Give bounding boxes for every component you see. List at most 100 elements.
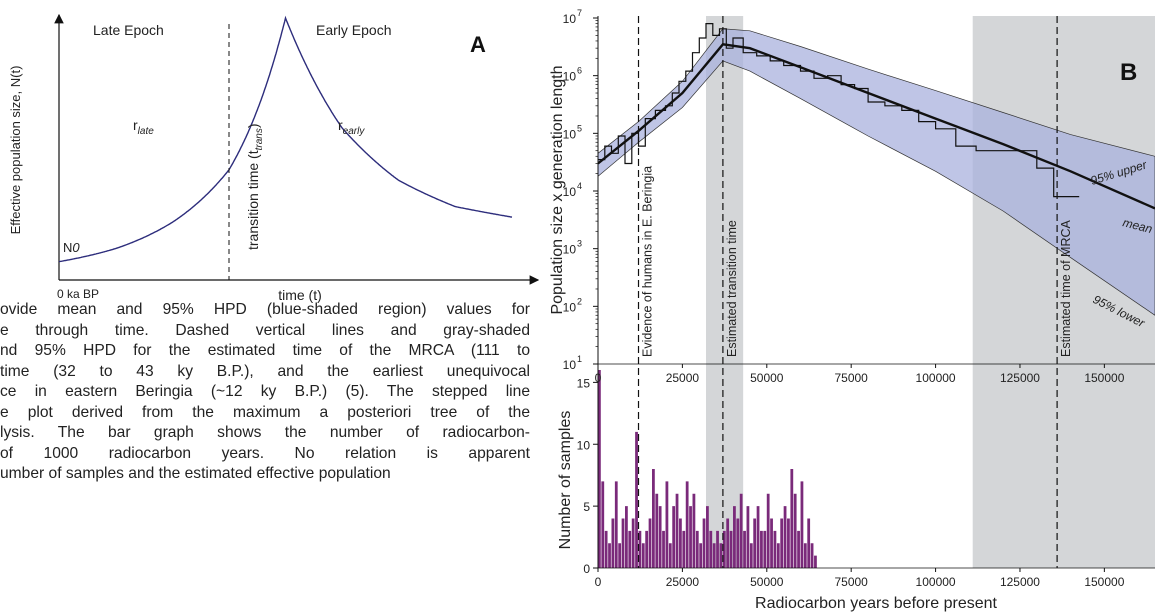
x-tick-label-bottom: 75000 (834, 575, 868, 589)
sample-count-bar (675, 493, 679, 568)
y-tick-exponent-top: 4 (577, 181, 582, 191)
sample-count-bar (662, 530, 665, 568)
hpd-band (598, 28, 1155, 316)
panel-b-y-title-top: Population size x generation length (549, 65, 566, 314)
sample-count-bar (807, 518, 811, 568)
y-tick-exponent-top: 5 (577, 123, 582, 133)
x-tick-label-bottom: 50000 (750, 575, 784, 589)
sample-count-bar (689, 506, 692, 568)
sample-count-bar (604, 530, 608, 568)
sample-count-bar (790, 469, 794, 568)
caption-line: ce in eastern Beringia (~12 ky B.P.) (5)… (0, 383, 530, 400)
panel-a-region-early: Early Epoch (316, 22, 391, 38)
sample-count-bar (631, 518, 635, 568)
sample-count-bar (776, 543, 780, 568)
y-tick-label-top: 10 (563, 70, 577, 84)
x-tick-label-top: 125000 (1000, 371, 1040, 385)
sample-count-bar (719, 543, 723, 568)
x-tick-label-top: 50000 (750, 371, 784, 385)
sample-count-bar (706, 506, 709, 568)
sample-count-bar (766, 493, 770, 568)
sample-count-bar (722, 530, 726, 568)
vertical-marker-label: Evidence of humans in E. Beringia (641, 166, 655, 357)
x-tick-label-bottom: 0 (595, 575, 602, 589)
sample-count-bar (625, 506, 628, 568)
vertical-marker-label: Estimated transition time (725, 220, 739, 357)
panel-a-x-origin: 0 ka BP (57, 287, 99, 301)
sample-count-bar (783, 506, 787, 568)
sample-count-bar (682, 530, 686, 568)
sample-count-bar (635, 431, 638, 568)
sample-count-bar (611, 518, 615, 568)
x-tick-label-bottom: 125000 (1000, 575, 1040, 589)
caption-line: e through time. Dashed vertical lines an… (0, 321, 530, 339)
panel-a-curve (58, 15, 513, 263)
sample-count-bar (638, 530, 642, 568)
x-tick-label-bottom: 150000 (1084, 575, 1124, 589)
sample-count-bar (726, 518, 730, 568)
x-tick-label-top: 0 (595, 371, 602, 385)
sample-count-bar (733, 506, 736, 568)
gray-shaded-interval (706, 16, 744, 568)
sample-count-bar (598, 370, 601, 568)
x-tick-label-bottom: 100000 (916, 575, 956, 589)
sample-count-bar (800, 481, 804, 568)
sample-count-bar (618, 543, 622, 568)
sample-count-bar (749, 543, 753, 568)
panel-a-chart: Late Epoch Early Epoch A rlate rearly tr… (8, 13, 540, 303)
y-tick-exponent-top: 1 (577, 354, 582, 364)
panel-a-x-title: time (t) (278, 287, 322, 303)
mean-line (598, 43, 1155, 210)
sample-count-bar (770, 518, 773, 568)
sample-count-bar (712, 543, 716, 568)
y-tick-label-bottom: 10 (577, 438, 591, 452)
sample-count-bar (760, 530, 763, 568)
y-tick-exponent-top: 3 (577, 239, 582, 249)
sample-count-bar (695, 530, 699, 568)
sample-count-bar (787, 518, 790, 568)
y-tick-label-top: 10 (563, 300, 577, 314)
panel-b-label: B (1120, 59, 1137, 86)
panel-b-chart: Evidence of humans in E. Beringia Estimat… (549, 8, 1155, 612)
panel-a-label: A (470, 32, 486, 57)
sample-count-bar (746, 506, 750, 568)
panel-a-r-late: rlate (133, 117, 154, 137)
sample-count-bar (739, 493, 743, 568)
sample-count-bar (621, 518, 625, 568)
panel-b-x-title: Radiocarbon years before present (755, 595, 997, 612)
x-tick-label-bottom: 25000 (666, 575, 700, 589)
sample-count-bar (773, 530, 777, 568)
panel-a-transition-label: transition time (ttrans) (245, 124, 265, 251)
caption-line: of 1000 radiocarbon years. No relation i… (0, 444, 530, 462)
sample-count-bar (601, 481, 605, 568)
sample-count-bar (668, 543, 672, 568)
sample-count-bar (652, 469, 655, 568)
sample-count-bar (648, 518, 652, 568)
sample-count-bar (655, 493, 659, 568)
sample-count-bar (763, 530, 767, 568)
panel-a-r-early: rearly (338, 117, 365, 137)
panel-a-y-title: Effective population size, N(t) (8, 66, 23, 235)
caption-line: lysis. The bar graph shows the number of… (0, 424, 530, 441)
sample-count-bar (797, 530, 800, 568)
sample-count-bar (793, 493, 797, 568)
sample-count-bar (709, 530, 713, 568)
vertical-markers: Evidence of humans in E. Beringia Estimat… (637, 16, 1073, 568)
caption-line: ovide mean and 95% HPD (blue-shaded regi… (0, 301, 530, 318)
x-tick-label-top: 25000 (666, 371, 700, 385)
sample-count-bar (614, 481, 618, 568)
sample-count-bar (685, 481, 689, 568)
panel-b-y-title-bottom: Number of samples (557, 411, 574, 550)
panel-a-y-origin: N0 (63, 240, 80, 255)
y-tick-label-bottom: 15 (577, 376, 591, 390)
sample-count-bar (702, 518, 706, 568)
panel-a-region-late: Late Epoch (93, 22, 164, 38)
sample-count-bar (699, 543, 703, 568)
x-tick-label-top: 75000 (834, 371, 868, 385)
caption-line: time (32 to 43 ky B.P.), and the earlies… (0, 362, 530, 380)
sample-bars (598, 370, 817, 568)
y-tick-label-top: 10 (563, 358, 577, 372)
map-tree-step-line (598, 23, 1080, 198)
caption-line: e plot derived from the maximum a poster… (0, 403, 530, 421)
